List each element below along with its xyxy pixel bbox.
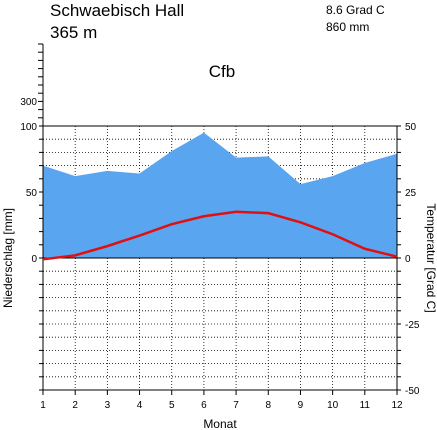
month-tick-label: 3 xyxy=(105,400,111,411)
month-tick-label: 5 xyxy=(169,400,175,411)
month-tick-label: 12 xyxy=(391,400,403,411)
month-tick-label: 10 xyxy=(327,400,339,411)
month-tick-label: 8 xyxy=(265,400,271,411)
month-tick-label: 4 xyxy=(137,400,143,411)
temp-tick-label: 0 xyxy=(405,254,411,265)
axis-ticks xyxy=(38,43,401,395)
station-name: Schwaebisch Hall xyxy=(50,1,184,20)
temp-tick-label: -50 xyxy=(405,386,420,397)
month-tick-label: 11 xyxy=(360,400,371,411)
annual-precipitation: 860 mm xyxy=(326,20,369,34)
y-axis-label-right: Temperatur [Grad C] xyxy=(424,203,437,312)
mean-temperature: 8.6 Grad C xyxy=(326,3,385,17)
precip-tick-label: 50 xyxy=(26,188,38,199)
station-elevation: 365 m xyxy=(50,23,97,42)
temperature-line xyxy=(42,210,398,261)
temp-tick-label: 25 xyxy=(405,188,417,199)
month-tick-label: 6 xyxy=(201,400,207,411)
month-tick-label: 1 xyxy=(40,400,46,411)
temp-tick-label: 50 xyxy=(405,122,417,133)
x-axis-label: Monat xyxy=(203,417,237,430)
precip-tick-label: 100 xyxy=(20,122,37,133)
y-axis-label-left: Niederschlag [mm] xyxy=(1,208,15,308)
precip-tick-label: 0 xyxy=(31,254,37,265)
climate-classification: Cfb xyxy=(209,62,235,81)
month-tick-label: 7 xyxy=(233,400,239,411)
precip-tick-label: 300 xyxy=(20,97,37,108)
month-tick-label: 2 xyxy=(72,400,78,411)
temp-tick-label: -25 xyxy=(405,320,420,331)
month-tick-label: 9 xyxy=(298,400,304,411)
